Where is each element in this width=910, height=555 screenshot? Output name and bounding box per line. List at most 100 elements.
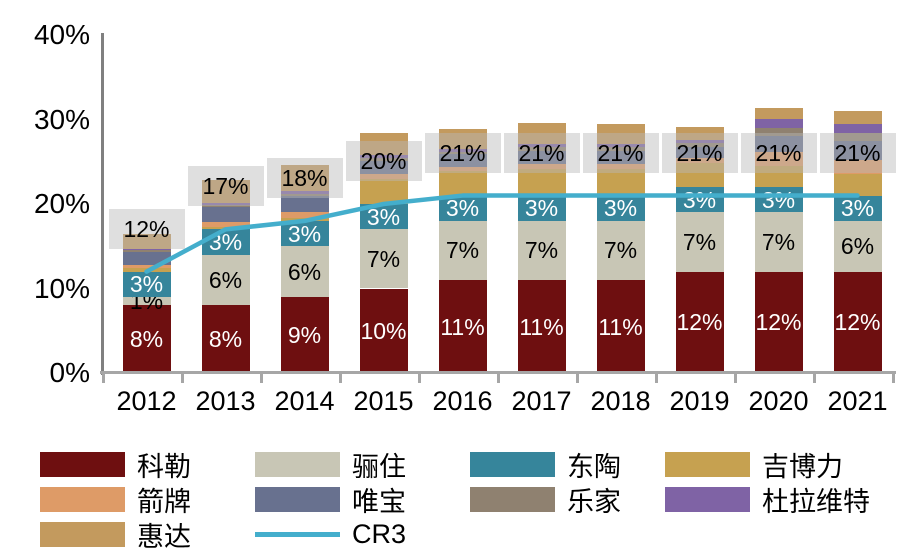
legend-swatch xyxy=(470,487,555,512)
bar-segment-乐家 xyxy=(596,147,645,151)
segment-label: 7% xyxy=(682,229,717,256)
y-tick-label: 10% xyxy=(33,272,90,304)
bar-segment-吉博力 xyxy=(596,169,645,196)
segment-label: 3% xyxy=(445,195,480,222)
legend-line-swatch xyxy=(255,532,340,537)
year-label: 2021 xyxy=(827,386,888,416)
bar-segment-箭牌 xyxy=(754,152,803,166)
bar-segment-乐家 xyxy=(675,143,724,147)
cr3-label: 21% xyxy=(597,139,644,166)
bar-segment-科勒 xyxy=(754,271,803,373)
segment-label: 7% xyxy=(761,229,796,256)
segment-label: 3% xyxy=(682,186,717,213)
legend-swatch xyxy=(255,452,340,477)
segment-label: 7% xyxy=(366,245,401,272)
bar-segment-吉博力 xyxy=(201,226,250,230)
legend-item-东陶: 东陶 xyxy=(470,447,665,482)
legend-swatch xyxy=(665,452,750,477)
segment-label: 9% xyxy=(287,321,322,348)
bar-segment-杜拉维特 xyxy=(754,118,803,128)
bar-segment-杜拉维特 xyxy=(833,123,882,133)
segment-label: 10% xyxy=(360,317,407,344)
bar-segment-唯宝 xyxy=(438,154,487,167)
bar-segment-惠达 xyxy=(833,111,882,124)
bar-segment-惠达 xyxy=(280,165,329,192)
legend-item-科勒: 科勒 xyxy=(40,447,255,482)
bar-segment-科勒 xyxy=(675,271,724,373)
x-axis-tick xyxy=(734,373,737,383)
bar-segment-唯宝 xyxy=(517,150,566,165)
segment-label: 7% xyxy=(603,237,638,264)
legend-label: 惠达 xyxy=(137,522,191,552)
legend-swatch xyxy=(40,522,125,547)
bar-segment-乐家 xyxy=(754,127,803,136)
bar-segment-箭牌 xyxy=(438,166,487,172)
x-axis-tick xyxy=(497,373,500,383)
year-label: 2013 xyxy=(195,386,256,416)
bar-segment-杜拉维特 xyxy=(438,149,487,152)
bar-segment-唯宝 xyxy=(359,160,408,175)
cr3-label-highlight xyxy=(503,132,580,173)
cr3-label-highlight xyxy=(187,166,264,207)
bar-segment-惠达 xyxy=(517,122,566,144)
legend-label: 科勒 xyxy=(137,452,191,482)
bar-segment-吉博力 xyxy=(517,169,566,196)
bar-segment-唯宝 xyxy=(675,146,724,159)
legend-item-惠达: 惠达 xyxy=(40,517,255,552)
bar-segment-杜拉维特 xyxy=(122,248,171,251)
y-tick-label: 30% xyxy=(33,103,90,135)
segment-label: 11% xyxy=(598,313,643,340)
segment-label: 12% xyxy=(834,309,881,336)
legend-swatch xyxy=(665,487,750,512)
segment-label: 7% xyxy=(524,237,559,264)
y-tick-label: 40% xyxy=(33,19,90,50)
segment-label: 3% xyxy=(287,220,322,247)
segment-label: 3% xyxy=(524,195,559,222)
segment-label: 12% xyxy=(755,309,802,336)
legend-item-箭牌: 箭牌 xyxy=(40,482,255,517)
legend-swatch xyxy=(470,452,555,477)
segment-label: 11% xyxy=(440,313,485,340)
bar-segment-科勒 xyxy=(596,280,645,373)
bar-segment-杜拉维特 xyxy=(359,154,408,159)
bar-segment-惠达 xyxy=(754,107,803,119)
cr3-label-highlight xyxy=(819,132,896,173)
year-label: 2020 xyxy=(748,386,809,416)
bar-segment-唯宝 xyxy=(280,196,329,213)
bar-segment-科勒 xyxy=(122,305,171,373)
legend: 科勒 骊住 东陶 吉博力 箭牌 唯宝 乐家 杜拉维特 惠达 CR3 xyxy=(40,447,890,552)
segment-label: 3% xyxy=(603,195,638,222)
segment-label: 3% xyxy=(208,229,243,256)
segment-label: 6% xyxy=(840,233,875,260)
cr3-label-highlight xyxy=(661,132,738,173)
legend-item-CR3: CR3 xyxy=(255,517,470,552)
x-axis-tick xyxy=(576,373,579,383)
cr3-label: 20% xyxy=(360,148,407,174)
bar-segment-科勒 xyxy=(517,280,566,373)
bar-segment-惠达 xyxy=(596,123,645,144)
x-axis-tick xyxy=(339,373,342,383)
y-tick-label: 20% xyxy=(33,188,90,219)
year-label: 2012 xyxy=(116,386,177,416)
year-label: 2015 xyxy=(353,386,414,416)
cr3-label-highlight xyxy=(108,208,185,249)
bar-segment-科勒 xyxy=(201,305,250,373)
cr3-label-highlight xyxy=(424,132,501,173)
bar-segment-杜拉维特 xyxy=(675,139,724,144)
legend-swatch xyxy=(255,487,340,512)
bar-segment-骊住 xyxy=(122,296,171,306)
x-axis-tick xyxy=(655,373,658,383)
bar-segment-箭牌 xyxy=(833,160,882,175)
segment-label: 3% xyxy=(761,186,796,213)
year-label: 2018 xyxy=(590,386,651,416)
segment-label: 12% xyxy=(676,309,723,336)
cr3-label: 21% xyxy=(676,139,723,166)
legend-item-乐家: 乐家 xyxy=(470,482,665,517)
y-axis-line xyxy=(101,33,104,375)
bar-segment-惠达 xyxy=(438,128,487,150)
legend-label: 骊住 xyxy=(352,452,406,482)
bar-segment-箭牌 xyxy=(517,164,566,170)
bar-segment-吉博力 xyxy=(122,268,171,272)
bar-segment-东陶 xyxy=(122,271,171,297)
bar-segment-箭牌 xyxy=(122,264,171,269)
